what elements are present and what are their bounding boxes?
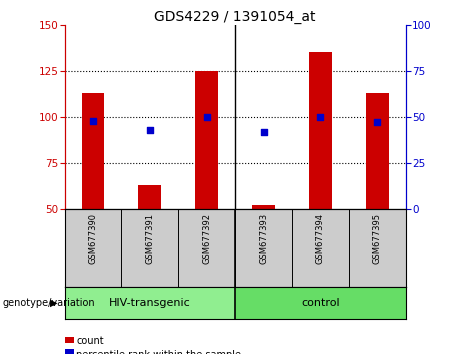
Title: GDS4229 / 1391054_at: GDS4229 / 1391054_at <box>154 10 316 24</box>
Point <box>146 127 154 132</box>
Text: GSM677395: GSM677395 <box>373 213 382 264</box>
Bar <box>195 71 218 209</box>
Text: GSM677390: GSM677390 <box>89 213 97 264</box>
Point <box>260 129 267 135</box>
Point <box>89 118 97 123</box>
Text: genotype/variation: genotype/variation <box>2 298 95 308</box>
Bar <box>138 185 161 209</box>
Point <box>203 114 210 120</box>
Text: count: count <box>76 336 104 346</box>
Bar <box>65 287 235 319</box>
Point <box>373 120 381 125</box>
Bar <box>82 93 104 209</box>
Point <box>317 114 324 120</box>
Text: GSM677393: GSM677393 <box>259 213 268 264</box>
Text: GSM677394: GSM677394 <box>316 213 325 264</box>
Text: GSM677392: GSM677392 <box>202 213 211 264</box>
Text: percentile rank within the sample: percentile rank within the sample <box>76 350 241 354</box>
Bar <box>252 205 275 209</box>
Bar <box>235 287 406 319</box>
Text: control: control <box>301 298 340 308</box>
Text: ▶: ▶ <box>50 298 58 308</box>
Bar <box>366 93 389 209</box>
Text: GSM677391: GSM677391 <box>145 213 154 264</box>
Bar <box>309 52 332 209</box>
Text: HIV-transgenic: HIV-transgenic <box>109 298 191 308</box>
